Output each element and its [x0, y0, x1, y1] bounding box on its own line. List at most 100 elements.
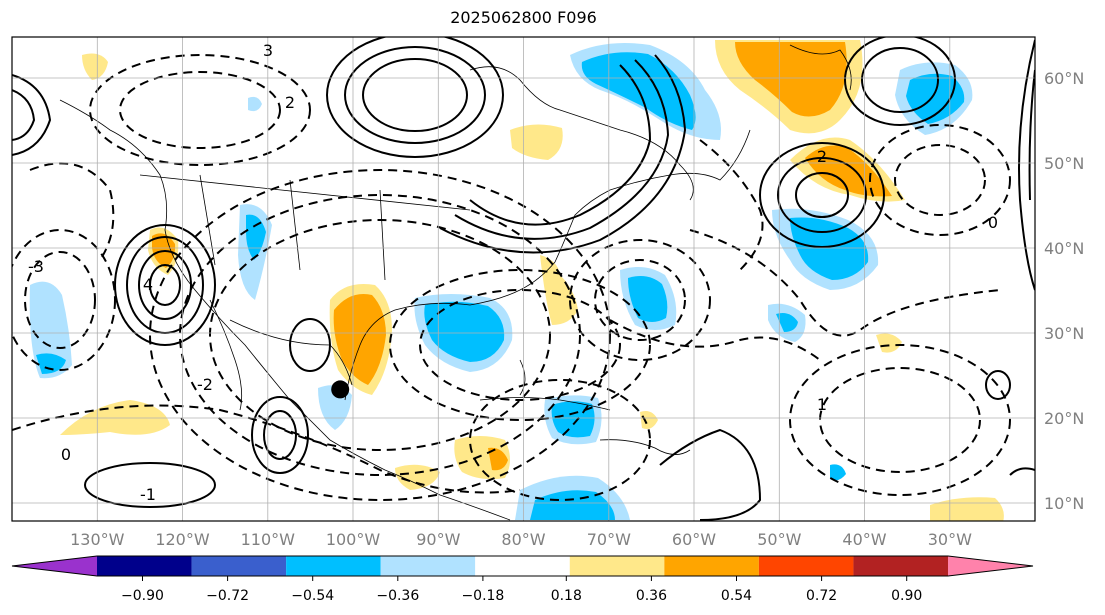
contour-label: 0	[61, 445, 71, 464]
contour-line	[469, 379, 651, 501]
negative-anomaly-patch	[790, 217, 869, 280]
colorbar-fills	[12, 556, 1033, 576]
lat-label: 30°N	[1044, 324, 1084, 343]
lon-label: 130°W	[70, 530, 125, 549]
negative-anomaly-patch	[530, 490, 615, 520]
negative-anomaly-patch	[248, 96, 262, 112]
colorbar-tick-label: 0.36	[636, 588, 667, 604]
colorbar: −0.90 −0.72 −0.54 −0.36 −0.18 0.18 0.36 …	[11, 555, 1034, 604]
colorbar-segment	[12, 556, 97, 576]
border	[139, 174, 471, 211]
contour-label: -1	[140, 485, 156, 504]
contour-label: 2	[817, 147, 827, 166]
contour-label: 2	[285, 93, 295, 112]
negative-contours	[12, 54, 1011, 501]
contour-line	[362, 58, 468, 132]
colorbar-ticks: −0.90 −0.72 −0.54 −0.36 −0.18 0.18 0.36 …	[121, 576, 922, 604]
contour-line	[149, 169, 611, 501]
positive-anomaly-patch	[510, 124, 563, 160]
lon-label: 50°W	[757, 530, 801, 549]
map-plot-area: 3 2 -2 -1 0 1 -3 4 2 0	[12, 37, 1035, 521]
contour-line	[209, 219, 551, 451]
negative-anomaly-patch	[424, 301, 505, 362]
contour-label: -2	[197, 375, 213, 394]
border	[199, 174, 386, 281]
colorbar-tick-label: 0.72	[806, 588, 837, 604]
contour-line	[344, 46, 486, 144]
contour-line	[119, 71, 281, 149]
map-frame	[11, 36, 1036, 522]
contour-line	[985, 370, 1011, 400]
positive-anomaly-patch	[395, 464, 440, 490]
contour-line	[454, 59, 670, 240]
contour-line	[469, 64, 652, 226]
contour-line	[263, 410, 297, 460]
contour-label: 1	[817, 395, 827, 414]
contour-line	[609, 319, 821, 361]
coastline	[344, 129, 751, 401]
contour-line	[12, 89, 36, 141]
lat-label: 20°N	[1044, 409, 1084, 428]
contour-line	[29, 162, 115, 261]
contour-line	[179, 194, 581, 476]
lon-label: 30°W	[928, 530, 972, 549]
negative-anomaly-patch	[36, 353, 66, 374]
colorbar-tick-label: 0.90	[891, 588, 922, 604]
contour-line	[777, 157, 867, 233]
lat-label: 60°N	[1044, 69, 1084, 88]
colorbar-tick-label: −0.18	[461, 588, 504, 604]
contours	[12, 37, 1035, 521]
contour-line	[326, 37, 504, 158]
contour-labels: 3 2 -2 -1 0 1 -3 4 2 0	[28, 41, 998, 504]
contour-line	[89, 54, 311, 166]
positive-contours	[12, 37, 1035, 521]
contour-label: 3	[263, 41, 273, 60]
contour-line	[819, 367, 981, 473]
coastline	[599, 439, 691, 455]
contour-line	[439, 54, 687, 254]
colorbar-tick-label: 0.18	[551, 588, 582, 604]
colorbar-segment	[475, 556, 570, 576]
colorbar-segment	[664, 556, 759, 576]
negative-anomaly-patch	[628, 276, 668, 322]
contour-label: 4	[143, 275, 153, 294]
coastline	[479, 397, 611, 411]
contour-line	[844, 37, 956, 126]
positive-anomaly-patch	[640, 411, 658, 429]
colorbar-segment	[853, 556, 948, 576]
negative-anomaly-patch	[776, 313, 798, 332]
lon-label: 120°W	[155, 530, 210, 549]
contour-line	[759, 142, 885, 248]
contour-line	[114, 224, 216, 346]
lat-label: 50°N	[1044, 154, 1084, 173]
shaded-anomalies	[29, 40, 1004, 521]
lon-label: 100°W	[326, 530, 381, 549]
contour-line	[795, 172, 849, 218]
colorbar-segment	[380, 556, 476, 576]
contour-line	[251, 396, 309, 474]
location-marker	[331, 380, 350, 399]
colorbar-segment	[286, 556, 381, 576]
lon-label: 40°W	[842, 530, 886, 549]
contour-line	[389, 269, 651, 421]
lon-label: 60°W	[672, 530, 716, 549]
contour-line	[659, 428, 762, 521]
coastline	[59, 99, 511, 521]
colorbar-tick-label: −0.72	[206, 588, 249, 604]
positive-anomaly-patch	[735, 42, 847, 117]
contour-line	[699, 139, 764, 271]
gridlines	[12, 37, 1035, 521]
contour-label: 0	[988, 213, 998, 232]
colorbar-tick-label: −0.36	[376, 588, 419, 604]
coastline	[519, 359, 526, 396]
positive-anomaly-patch	[82, 53, 108, 80]
contour-line	[894, 144, 986, 216]
colorbar-segment	[948, 556, 1033, 576]
colorbar-segment	[97, 556, 192, 576]
negative-anomaly-patch	[246, 214, 266, 260]
colorbar-tick-label: 0.54	[721, 588, 752, 604]
colorbar-segment	[191, 556, 287, 576]
colorbar-tick-label: −0.54	[291, 588, 334, 604]
contour-line	[594, 259, 686, 341]
